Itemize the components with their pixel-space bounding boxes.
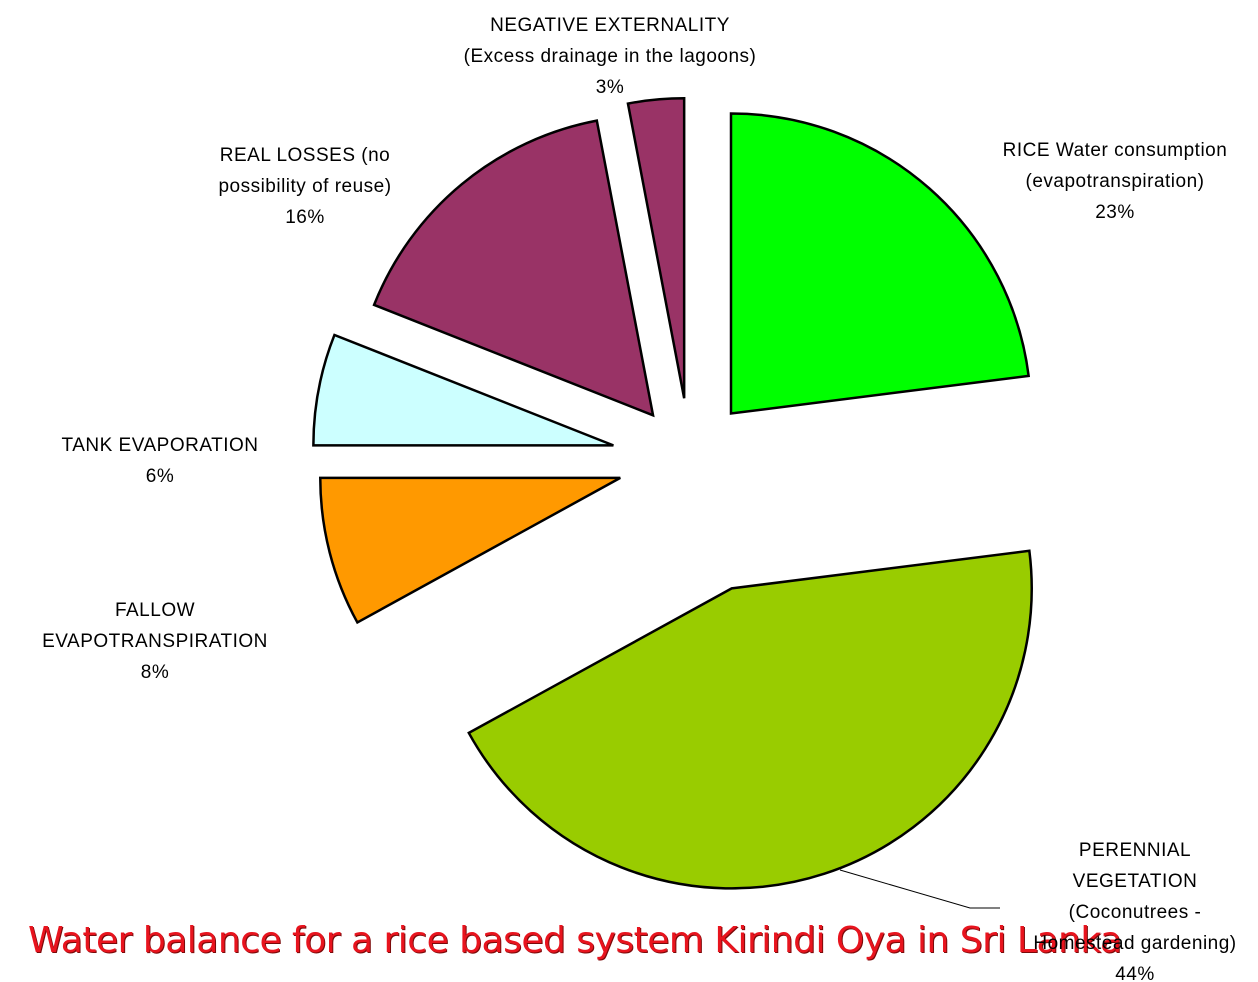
category-label: NEGATIVE EXTERNALITY (Excess drainage in… — [463, 15, 757, 67]
category-label: REAL LOSSES (no possibility of reuse) — [218, 145, 392, 197]
pie-slice — [729, 112, 1031, 415]
value-label: 3% — [595, 77, 625, 98]
leader-line — [839, 869, 1000, 909]
value-label: 6% — [145, 466, 175, 487]
category-label: FALLOW EVAPOTRANSPIRATION — [42, 600, 268, 652]
pie-slice — [319, 476, 621, 625]
slice-label: REAL LOSSES (no possibility of reuse) 16% — [175, 140, 435, 233]
category-label: RICE Water consumption (evapotranspirati… — [1002, 140, 1228, 192]
value-label: 8% — [140, 662, 170, 683]
category-label: TANK EVAPORATION — [61, 435, 259, 456]
value-label: 44% — [1115, 964, 1155, 982]
pie-slice — [312, 333, 614, 447]
pie-slice — [626, 97, 686, 399]
slice-label: PERENNIAL VEGETATION (Coconutrees - Home… — [1020, 835, 1250, 982]
pie-slice — [467, 549, 1033, 890]
slice-label: FALLOW EVAPOTRANSPIRATION 8% — [5, 595, 305, 688]
pie-slice — [372, 119, 655, 418]
value-label: 23% — [1095, 202, 1135, 223]
category-label: PERENNIAL VEGETATION (Coconutrees - Home… — [1033, 840, 1237, 954]
chart-title: Water balance for a rice based system Ki… — [28, 920, 1122, 961]
slice-label: TANK EVAPORATION 6% — [10, 430, 310, 492]
slice-label: RICE Water consumption (evapotranspirati… — [965, 135, 1258, 228]
slice-label: NEGATIVE EXTERNALITY (Excess drainage in… — [460, 10, 760, 103]
value-label: 16% — [285, 207, 325, 228]
